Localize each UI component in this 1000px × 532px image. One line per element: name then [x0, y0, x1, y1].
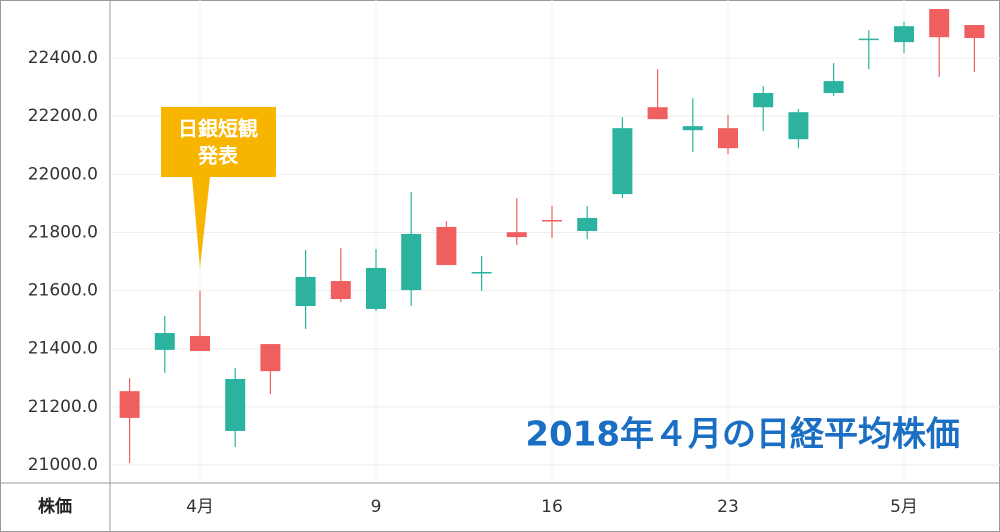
- candle-body: [753, 92, 774, 108]
- x-tick-label: 16: [541, 497, 563, 517]
- annotation: 日銀短観: [178, 117, 258, 141]
- axis-label: 株価: [38, 496, 72, 517]
- y-tick-label: 22200.0: [28, 106, 98, 126]
- y-tick-label: 21200.0: [28, 397, 98, 417]
- candle-body: [823, 81, 844, 93]
- annotation: 発表: [197, 144, 239, 168]
- candle-body: [295, 276, 316, 307]
- candle-body: [542, 219, 562, 222]
- candle-body: [682, 126, 703, 131]
- x-tick-label: 9: [371, 497, 382, 517]
- callout-box: [161, 107, 276, 268]
- candle-body: [788, 112, 809, 140]
- candle-body: [858, 38, 879, 41]
- y-tick-label: 22000.0: [28, 164, 98, 184]
- y-tick-label: 21400.0: [28, 339, 98, 359]
- candle-body: [929, 9, 950, 38]
- x-tick-label: 5月: [890, 497, 918, 517]
- candle-body: [366, 267, 386, 309]
- candle-body: [612, 128, 633, 195]
- candle-body: [894, 26, 914, 43]
- candle-body: [471, 272, 492, 274]
- candle-body: [225, 378, 246, 431]
- y-tick-label: 21000.0: [28, 455, 98, 475]
- y-tick-label: 22400.0: [28, 48, 98, 68]
- candle-body: [190, 335, 210, 352]
- candle-body: [647, 107, 668, 120]
- candle-body: [436, 226, 457, 266]
- y-tick-label: 21600.0: [28, 281, 98, 301]
- x-tick-label: 4月: [186, 497, 214, 517]
- candle-body: [401, 233, 422, 291]
- candle-body: [154, 333, 175, 350]
- candle-body: [718, 128, 738, 149]
- candle-body: [506, 232, 527, 238]
- x-tick-label: 23: [717, 497, 739, 517]
- candle-body: [577, 217, 598, 232]
- candle-body: [260, 344, 281, 372]
- y-tick-label: 21800.0: [28, 222, 98, 242]
- candle-body: [964, 24, 985, 39]
- chart-title: 2018年４月の日経平均株価: [525, 415, 960, 455]
- candle-body: [330, 281, 351, 300]
- candle-body: [119, 391, 140, 418]
